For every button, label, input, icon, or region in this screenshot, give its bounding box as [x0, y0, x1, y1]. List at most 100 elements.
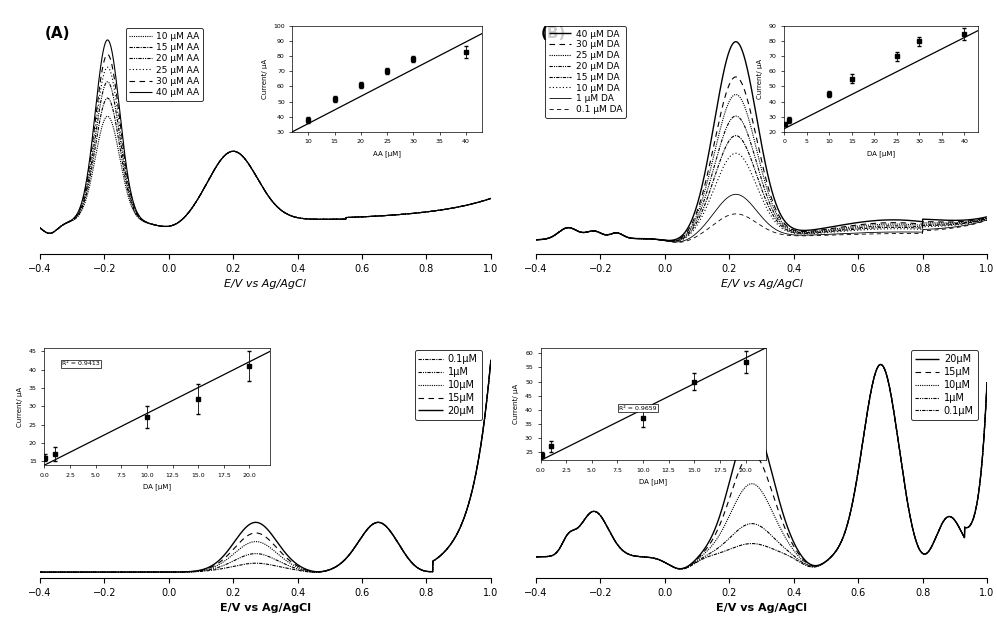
20 μM AA — [241, 159, 253, 166]
0.1μM — [738, 541, 750, 549]
20μM — [485, 356, 497, 364]
15μM — [34, 568, 46, 576]
20 μM DA — [885, 222, 897, 230]
15μM — [253, 530, 265, 537]
Line: 25 μM DA: 25 μM DA — [536, 95, 987, 241]
15 μM DA — [885, 224, 897, 231]
20μM — [968, 511, 980, 519]
10μM — [472, 460, 484, 467]
1 μM DA — [981, 216, 993, 224]
10 μM AA — [241, 159, 253, 166]
30 μM DA — [664, 237, 676, 244]
0.1μM — [530, 553, 542, 561]
X-axis label: E/V vs Ag/AgCl: E/V vs Ag/AgCl — [716, 603, 807, 613]
1 μM DA — [750, 206, 762, 213]
10 μM DA — [750, 180, 762, 187]
25 μM AA — [44, 229, 56, 237]
30 μM DA — [968, 217, 980, 224]
15 μM AA — [473, 199, 485, 206]
20μM — [241, 523, 253, 530]
20 μM AA — [472, 199, 484, 206]
0.1 μM DA — [885, 230, 897, 237]
30 μM AA — [241, 159, 253, 166]
1 μM DA — [885, 228, 897, 236]
10μM — [553, 545, 565, 553]
0.1μM — [981, 378, 993, 386]
15μM — [885, 394, 897, 402]
25 μM AA — [485, 194, 497, 202]
10μM — [968, 511, 980, 519]
20 μM AA — [44, 229, 56, 237]
10μM — [57, 568, 69, 576]
0.1μM — [874, 361, 886, 368]
30 μM AA — [44, 229, 56, 237]
Line: 10 μM DA: 10 μM DA — [536, 153, 987, 241]
10μM — [253, 538, 265, 545]
20 μM AA — [390, 211, 402, 218]
25 μM DA — [553, 228, 565, 236]
15μM — [472, 461, 484, 469]
1μM — [472, 458, 484, 466]
10 μM DA — [968, 218, 980, 226]
Line: 15 μM AA: 15 μM AA — [40, 98, 491, 233]
10 μM DA — [730, 149, 742, 157]
25 μM DA — [981, 214, 993, 222]
15μM — [750, 451, 762, 458]
30 μM AA — [102, 51, 114, 58]
20 μM DA — [968, 217, 980, 225]
10 μM AA — [253, 178, 265, 186]
25 μM AA — [57, 221, 69, 229]
10 μM DA — [530, 236, 542, 244]
30 μM DA — [530, 236, 542, 244]
20 μM DA — [553, 228, 565, 236]
10 μM DA — [667, 237, 679, 245]
15μM — [57, 568, 69, 576]
1μM — [750, 520, 762, 528]
30 μM AA — [473, 199, 485, 206]
15μM — [241, 532, 253, 540]
0.1 μM DA — [968, 220, 980, 228]
0.1μM — [57, 568, 69, 576]
Line: 1μM: 1μM — [536, 364, 987, 569]
10 μM DA — [553, 228, 565, 236]
20μM — [674, 565, 686, 573]
20 μM DA — [738, 121, 750, 128]
Line: 20μM: 20μM — [40, 360, 491, 572]
Text: (D): (D) — [540, 350, 567, 365]
1μM — [34, 568, 46, 576]
25 μM AA — [102, 64, 114, 71]
0.1μM — [253, 559, 265, 567]
10μM — [389, 534, 401, 542]
1μM — [57, 568, 69, 576]
40 μM AA — [485, 194, 497, 202]
30 μM AA — [34, 224, 46, 232]
10μM — [968, 512, 980, 519]
0.1μM — [34, 568, 46, 576]
Line: 30 μM AA: 30 μM AA — [40, 55, 491, 233]
0.1 μM DA — [968, 220, 980, 228]
15 μM AA — [472, 199, 484, 206]
Line: 15μM: 15μM — [40, 360, 491, 572]
1μM — [968, 511, 980, 519]
25 μM AA — [34, 224, 46, 232]
20μM — [968, 512, 980, 519]
Line: 40 μM AA: 40 μM AA — [40, 40, 491, 233]
0.1 μM DA — [672, 239, 684, 246]
20μM — [750, 422, 762, 430]
1μM — [253, 550, 265, 558]
40 μM DA — [968, 215, 980, 223]
20μM — [389, 534, 401, 542]
Line: 20 μM DA: 20 μM DA — [536, 116, 987, 241]
Line: 30 μM DA: 30 μM DA — [536, 77, 987, 241]
10 μM DA — [885, 225, 897, 232]
15μM — [553, 545, 565, 553]
1μM — [738, 523, 750, 530]
15 μM DA — [968, 218, 980, 225]
15μM — [981, 378, 993, 386]
25 μM DA — [665, 237, 677, 244]
1μM — [968, 512, 980, 519]
Legend: 0.1μM, 1μM, 10μM, 15μM, 20μM: 0.1μM, 1μM, 10μM, 15μM, 20μM — [415, 351, 482, 420]
15μM — [530, 553, 542, 561]
15 μM AA — [57, 221, 69, 229]
10μM — [885, 394, 897, 402]
